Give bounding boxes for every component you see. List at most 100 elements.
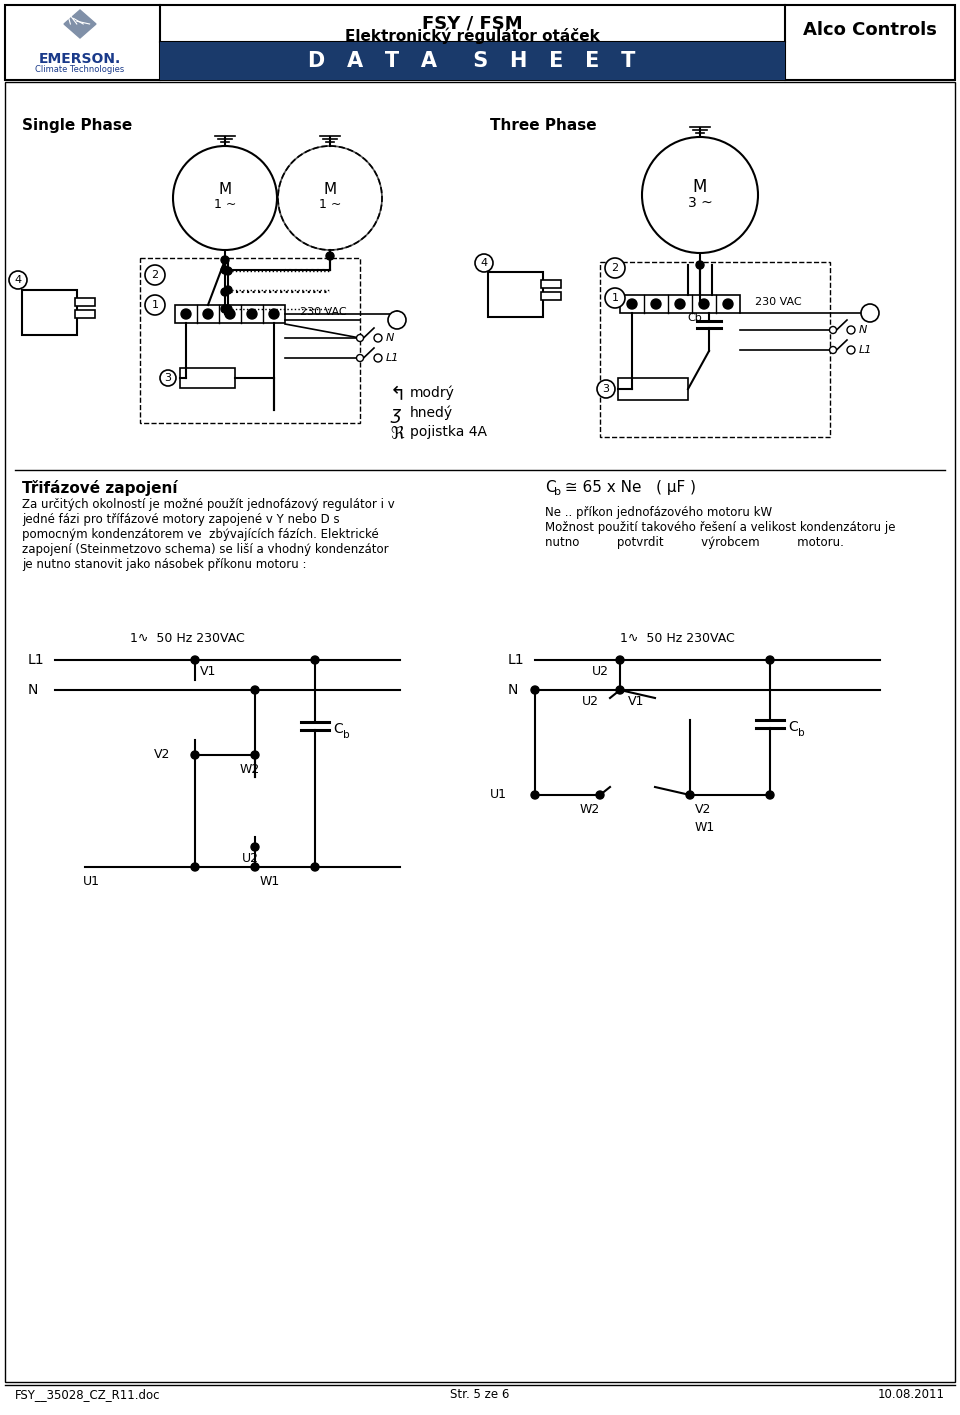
Circle shape [356,334,364,341]
Circle shape [251,751,259,758]
Text: ʒ: ʒ [390,405,400,423]
Text: Str. 5 ze 6: Str. 5 ze 6 [450,1388,510,1401]
Circle shape [191,751,199,758]
Circle shape [225,308,235,318]
Bar [600,262,830,437]
Circle shape [766,657,774,664]
Circle shape [326,252,334,260]
Circle shape [224,286,232,294]
Text: EMERSON.: EMERSON. [38,52,121,67]
Circle shape [221,266,229,275]
Text: Elektronický regulátor otáček: Elektronický regulátor otáček [345,28,599,44]
Circle shape [191,657,199,664]
Text: ↰: ↰ [390,385,406,405]
Bar [5,6,955,81]
Bar [75,310,95,318]
Text: Za určitých okolností je možné použít jednofázový regulátor i v: Za určitých okolností je možné použít je… [22,498,395,511]
Text: b: b [554,487,561,497]
Text: Alco Controls: Alco Controls [804,21,937,40]
Text: modrý: modrý [410,385,455,399]
Text: L1: L1 [508,652,524,666]
Circle shape [356,355,364,361]
Text: W2: W2 [580,802,600,816]
Bar [488,272,543,317]
Circle shape [723,299,733,308]
Circle shape [847,347,855,354]
Text: 1∿  50 Hz 230VAC: 1∿ 50 Hz 230VAC [620,631,734,644]
Bar [160,42,785,81]
Circle shape [596,791,604,799]
Bar [180,368,235,388]
Text: nutno          potvrdit          výrobcem          motoru.: nutno potvrdit výrobcem motoru. [545,536,844,549]
Text: pojistka 4A: pojistka 4A [410,424,487,439]
Circle shape [597,381,615,398]
Text: Cb: Cb [687,313,702,323]
Circle shape [9,272,27,289]
Bar [541,280,561,289]
Bar [140,258,360,423]
Circle shape [247,308,257,318]
Text: L1: L1 [28,652,44,666]
Text: C: C [788,720,798,734]
Text: pomocným kondenzátorem ve  zbývajících fázích. Elektrické: pomocným kondenzátorem ve zbývajících fá… [22,528,379,541]
Circle shape [269,308,279,318]
Circle shape [251,863,259,872]
Text: C: C [545,480,556,495]
Circle shape [251,686,259,693]
Bar [175,306,285,323]
Circle shape [616,686,624,693]
Circle shape [605,289,625,308]
Circle shape [221,256,229,265]
Text: N: N [859,325,868,335]
Text: 230 VAC: 230 VAC [300,307,347,317]
Circle shape [145,265,165,284]
Text: 1: 1 [152,300,158,310]
Circle shape [251,843,259,850]
Text: 2: 2 [612,263,618,273]
Circle shape [203,308,213,318]
Circle shape [642,137,758,253]
Circle shape [221,306,229,313]
Text: Climate Technologies: Climate Technologies [36,65,125,74]
Text: L1: L1 [386,352,399,364]
Circle shape [145,294,165,316]
Circle shape [311,657,319,664]
Circle shape [766,791,774,799]
Text: hnedý: hnedý [410,405,453,419]
Circle shape [616,657,624,664]
Text: D   A   T   A     S   H   E   E   T: D A T A S H E E T [308,51,636,71]
Circle shape [173,146,277,250]
Text: V2: V2 [695,802,711,816]
Text: N: N [28,683,38,698]
Bar [620,294,740,313]
Text: FSY__35028_CZ_R11.doc: FSY__35028_CZ_R11.doc [15,1388,160,1401]
Text: 1 ~: 1 ~ [214,198,236,211]
Circle shape [696,260,704,269]
Circle shape [531,686,539,693]
Circle shape [224,306,232,313]
Text: b: b [798,727,804,739]
Text: W1: W1 [260,874,280,889]
Circle shape [605,258,625,277]
Text: U2: U2 [592,665,609,678]
Text: U1: U1 [490,788,507,801]
Circle shape [829,327,836,334]
Text: 4: 4 [14,275,21,284]
Text: V2: V2 [154,749,170,761]
Circle shape [627,299,637,308]
Text: 3 ~: 3 ~ [687,197,712,209]
Circle shape [847,325,855,334]
Circle shape [160,369,176,386]
Polygon shape [64,10,96,38]
Circle shape [374,354,382,362]
Circle shape [475,255,493,272]
Text: 1 ~: 1 ~ [319,198,341,211]
Text: 1∿  50 Hz 230VAC: 1∿ 50 Hz 230VAC [130,631,245,644]
Text: 4: 4 [480,258,488,267]
Text: Single Phase: Single Phase [22,117,132,133]
Text: 2: 2 [152,270,158,280]
Text: Třifázové zapojení: Třifázové zapojení [22,480,178,497]
Circle shape [388,311,406,330]
Bar [75,299,95,306]
Circle shape [686,791,694,799]
